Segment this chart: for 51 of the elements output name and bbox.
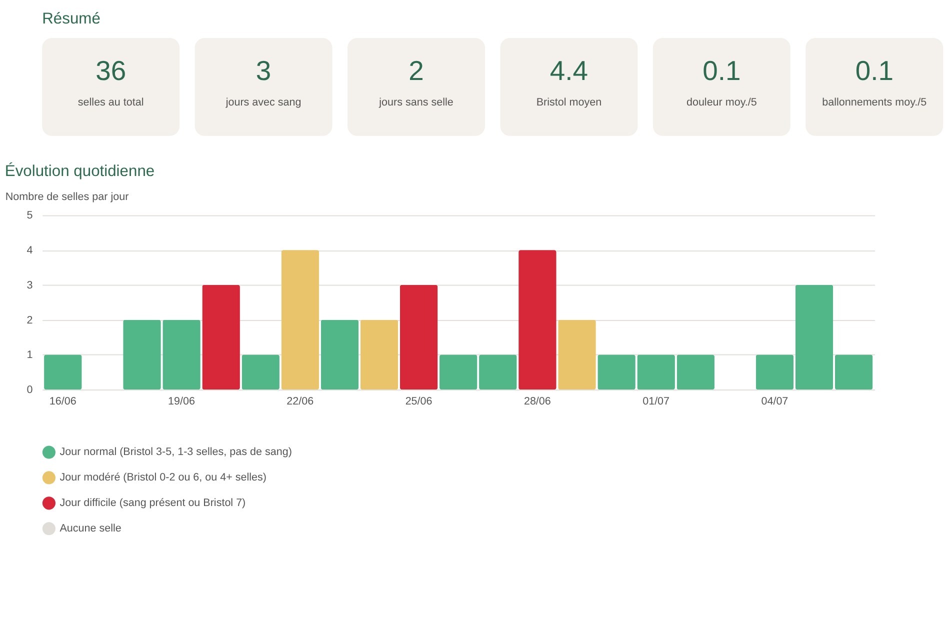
bar — [558, 320, 596, 390]
bar — [795, 284, 834, 390]
y-tick-label: 5 — [26, 210, 33, 222]
bar — [835, 354, 873, 390]
text: Résumé — [42, 10, 101, 28]
x-tick-label: 04/07 — [761, 396, 788, 408]
bar — [360, 320, 398, 390]
bar — [479, 354, 517, 390]
text: 3 — [256, 55, 272, 86]
bar — [676, 354, 714, 390]
x-tick-label: 16/06 — [49, 396, 76, 408]
text: jours avec sang — [224, 96, 302, 109]
y-axis-title: Nombre de selles par jour — [5, 191, 130, 204]
bar — [123, 320, 161, 390]
y-tick-label: 0 — [26, 384, 33, 396]
x-tick-label: 01/07 — [642, 396, 670, 408]
bar — [242, 354, 280, 390]
bar — [598, 354, 636, 390]
text: 0.1 — [702, 55, 741, 86]
text: selles au total — [78, 96, 144, 109]
bar — [162, 320, 200, 390]
text: 2 — [408, 55, 424, 86]
text: jours sans selle — [378, 96, 454, 109]
bar — [440, 354, 478, 390]
bar — [400, 284, 438, 390]
y-tick-label: 2 — [26, 314, 33, 326]
bar — [756, 354, 794, 390]
bar — [281, 250, 319, 390]
text: 4.4 — [550, 55, 588, 86]
legend-label: Jour modéré (Bristol 0-2 ou 6, ou 4+ selles) — [60, 472, 266, 484]
x-tick-label: 28/06 — [524, 396, 551, 408]
bar — [44, 354, 82, 390]
y-tick-label: 1 — [26, 349, 33, 362]
bar — [202, 284, 240, 390]
x-tick-label: 25/06 — [405, 396, 432, 408]
text: Bristol moyen — [536, 96, 602, 109]
text: ballonnements moy./5 — [822, 96, 927, 109]
y-tick-label: 3 — [26, 279, 33, 292]
legend-label: Jour difficile (sang présent ou Bristol 7) — [60, 497, 246, 510]
bar — [637, 354, 675, 390]
chart-title: Évolution quotidienne — [4, 162, 155, 180]
bar — [320, 320, 358, 390]
x-tick-label: 22/06 — [286, 396, 314, 408]
text: 0.1 — [855, 55, 894, 86]
x-tick-label: 19/06 — [168, 396, 195, 408]
text: douleur moy./5 — [686, 96, 757, 109]
legend-label: Jour normal (Bristol 3-5, 1-3 selles, pas de sang) — [60, 446, 292, 458]
bar — [518, 250, 556, 390]
text: 36 — [96, 55, 126, 86]
y-tick-label: 4 — [26, 244, 33, 257]
legend-label: Aucune selle — [60, 522, 122, 535]
